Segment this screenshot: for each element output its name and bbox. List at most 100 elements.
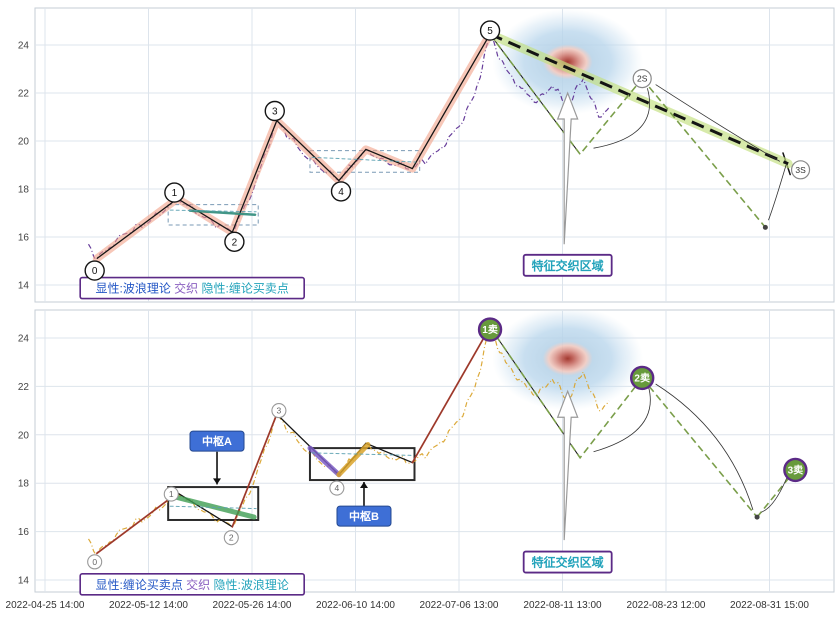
legend-text: 显性:波浪理论 交织 隐性:缠论买卖点: [96, 281, 289, 296]
marker-3卖: [783, 457, 808, 483]
y-tick-label: 18: [18, 479, 30, 490]
marker-1卖: [477, 317, 503, 342]
price-series: [87, 325, 610, 555]
y-tick-label: 24: [18, 334, 30, 345]
legend-box: [79, 573, 305, 596]
end-dot: [762, 224, 768, 230]
x-tick-label: 2022-05-12 14:00: [109, 600, 188, 611]
marker-4: [329, 480, 345, 496]
wave-line: [96, 33, 491, 260]
x-tick-label: 2022-08-23 12:00: [627, 600, 706, 611]
tspan: 交织: [183, 577, 214, 592]
marker-label: 0: [92, 557, 97, 567]
pivot-button: [336, 505, 392, 527]
marker-1: [164, 182, 185, 203]
x-tick-label: 2022-06-10 14:00: [316, 600, 395, 611]
y-tick-label: 20: [18, 137, 30, 148]
guide-arc: [768, 164, 787, 221]
pivot-box: [167, 486, 260, 521]
x-tick-label: 2022-08-11 13:00: [523, 600, 602, 611]
marker-2卖: [629, 365, 655, 391]
marker-0: [87, 554, 103, 570]
marker-label: 4: [335, 483, 340, 493]
region-label-box: [522, 253, 613, 277]
y-tick-label: 14: [18, 576, 30, 587]
marker-label: 2卖: [634, 372, 650, 385]
region-label-text: 特征交织区域: [532, 555, 604, 570]
marker-label: 3: [277, 406, 282, 416]
x-tick-label: 2022-04-25 14:00: [6, 600, 85, 611]
legend-box: [79, 276, 305, 300]
y-tick-label: 14: [18, 281, 30, 292]
y-tick-label: 22: [18, 382, 30, 393]
tspan: 隐性:缠论买卖点: [202, 281, 289, 296]
guide-arc: [655, 383, 754, 510]
marker-3S: [790, 160, 811, 180]
guide-arc: [761, 474, 789, 513]
projection-path: [641, 377, 758, 518]
marker-label: 1: [172, 188, 178, 199]
overlay-segment: [169, 505, 257, 510]
marker-1: [163, 486, 179, 502]
projection-path: [489, 33, 643, 156]
marker-5: [479, 20, 501, 41]
overlay-segment: [169, 209, 257, 213]
y-tick-label: 22: [18, 89, 30, 100]
marker-0: [84, 260, 105, 281]
marker-label: 1卖: [482, 323, 498, 336]
marker-label: 3: [272, 107, 278, 118]
overlay-segment: [336, 442, 371, 478]
trend-line: [489, 32, 789, 166]
guide-arc: [593, 88, 650, 149]
y-tick-label: 18: [18, 185, 30, 196]
focus-arrow: [556, 91, 579, 245]
end-dot: [754, 514, 760, 520]
region-label-box: [522, 550, 613, 574]
guide-arc: [593, 386, 651, 453]
marker-2S: [632, 68, 652, 89]
plot-frame: [34, 309, 835, 593]
overlay-segment: [188, 209, 257, 216]
marker-label: 4: [338, 187, 344, 198]
pivot-button-label: 中枢B: [349, 509, 379, 523]
legend-text: 显性:缠论买卖点 交织 隐性:波浪理论: [96, 577, 289, 592]
y-tick-label: 20: [18, 430, 30, 441]
overlay-segment: [311, 156, 416, 163]
tspan: 显性:波浪理论: [96, 281, 171, 296]
tspan: 显性:缠论买卖点: [96, 577, 183, 592]
overlay-segment: [95, 491, 179, 555]
overlay-segment: [411, 326, 491, 464]
tspan: 隐性:波浪理论: [214, 577, 289, 592]
projection-path: [641, 78, 767, 228]
marker-label: 5: [487, 26, 493, 37]
marker-label: 3卖: [788, 463, 804, 476]
guide-arc: [655, 84, 781, 162]
y-tick-label: 16: [18, 233, 30, 244]
marker-label: 3S: [795, 165, 806, 175]
marker-4: [330, 181, 352, 202]
marker-2: [224, 231, 245, 253]
overlay-segment: [170, 494, 257, 520]
pivot-arrowhead: [359, 481, 368, 488]
pivot-button: [189, 430, 245, 452]
focus-arrow: [556, 389, 579, 541]
y-tick-label: 24: [18, 41, 30, 52]
x-tick-label: 2022-07-06 13:00: [420, 600, 499, 611]
marker-2: [223, 530, 239, 546]
overlay-segment: [311, 452, 413, 456]
tspan: 交织: [171, 281, 202, 296]
overlay-segment: [231, 413, 278, 528]
pivot-button-label: 中枢A: [202, 434, 232, 448]
pivot-arrowhead: [213, 478, 222, 485]
marker-label: 2: [229, 533, 234, 543]
projection-path: [489, 326, 643, 460]
region-label-text: 特征交织区域: [532, 258, 604, 273]
marker-3: [271, 403, 287, 419]
marker-3: [264, 100, 285, 122]
marker-label: 2S: [637, 74, 648, 84]
y-tick-label: 16: [18, 527, 30, 538]
